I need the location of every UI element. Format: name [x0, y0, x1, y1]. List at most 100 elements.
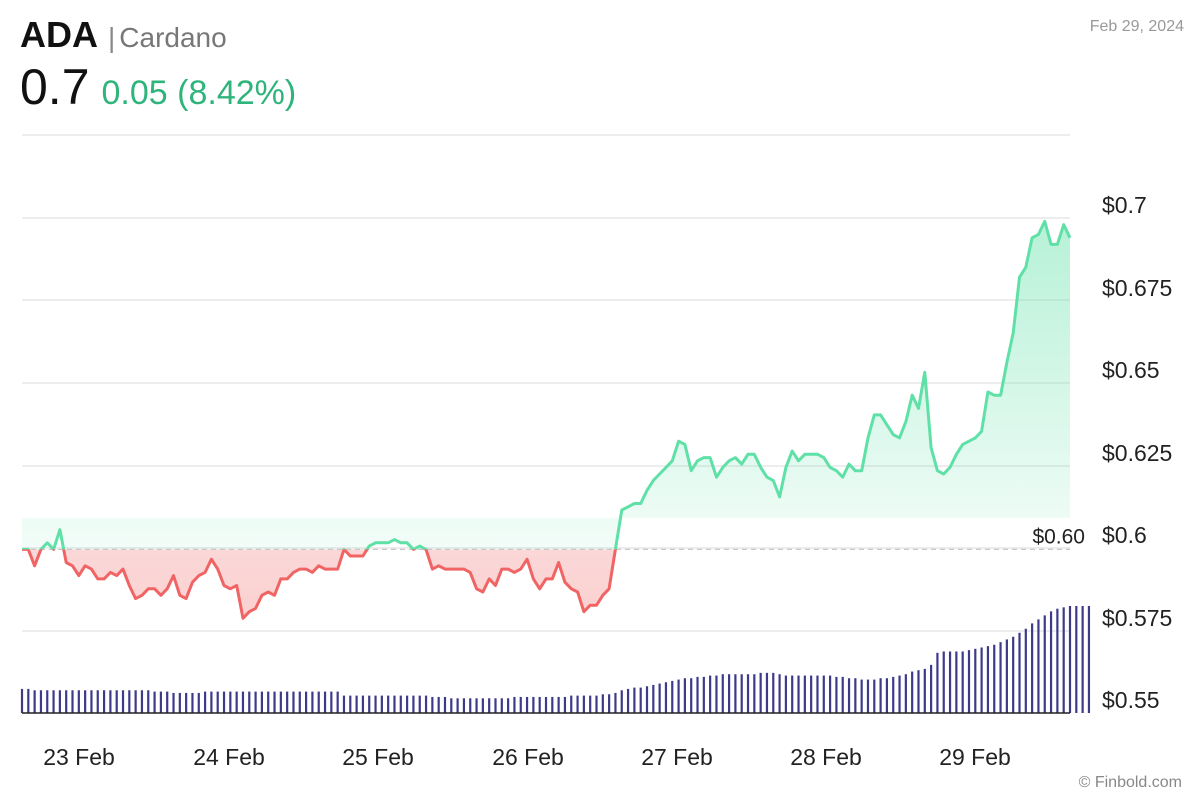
volume-bar — [387, 695, 390, 713]
volume-bar — [399, 695, 402, 713]
volume-bar — [254, 691, 257, 713]
volume-bar — [84, 690, 87, 713]
volume-bar — [702, 676, 705, 713]
volume-bar — [216, 691, 219, 713]
volume-bar — [96, 690, 99, 713]
volume-bar — [380, 695, 383, 713]
volume-bar — [601, 694, 604, 713]
price-line-down — [22, 549, 617, 620]
volume-bar — [260, 691, 264, 713]
volume-bar — [1056, 608, 1059, 713]
volume-bar — [1043, 615, 1046, 713]
x-tick-label: 28 Feb — [790, 744, 862, 770]
volume-bar — [393, 695, 396, 713]
volume-bar — [532, 696, 535, 713]
volume-bar — [791, 675, 794, 713]
volume-bar — [1087, 606, 1091, 713]
volume-bar — [551, 696, 554, 713]
volume-bar — [942, 651, 945, 713]
volume-bar — [159, 691, 162, 713]
volume-bar — [595, 695, 598, 713]
volume-bar — [727, 674, 731, 713]
volume-bar — [286, 691, 289, 713]
volume-bar — [58, 690, 61, 713]
volume-bar — [898, 675, 901, 713]
volume-bar — [639, 687, 642, 713]
volume-bar — [77, 690, 80, 713]
volume-bar — [1075, 606, 1078, 713]
chart-date: Feb 29, 2024 — [1089, 18, 1184, 35]
volume-bar — [115, 690, 118, 713]
volume-bar — [304, 691, 308, 713]
volume-bar — [828, 675, 832, 713]
volume-bar — [778, 674, 781, 713]
volume-bar — [443, 696, 447, 713]
x-tick-label: 29 Feb — [939, 744, 1011, 770]
volume-bar — [210, 691, 213, 713]
volume-bar — [412, 695, 415, 713]
volume-bar — [538, 696, 541, 713]
volume-bar — [999, 642, 1002, 713]
x-tick-label: 25 Feb — [342, 744, 414, 770]
volume-bar — [39, 690, 43, 713]
volume-bar — [172, 692, 175, 713]
volume-bar — [147, 690, 150, 713]
volume-bar — [519, 696, 522, 713]
volume-bar — [570, 695, 573, 713]
volume-bar — [784, 675, 788, 713]
volume-bar — [885, 678, 889, 713]
volume-bar — [323, 691, 327, 713]
volume-bar — [336, 691, 339, 713]
volume-bar — [961, 651, 964, 713]
volume-bar — [772, 672, 775, 713]
volume-bar — [1081, 606, 1084, 713]
volume-bar — [873, 679, 876, 713]
volume-bar — [20, 688, 24, 713]
volume-bar — [936, 652, 939, 713]
volume-bar — [822, 675, 825, 713]
volume-bar — [500, 698, 503, 713]
volume-bar — [683, 678, 686, 713]
volume-bar — [740, 674, 743, 713]
y-tick-label: $0.55 — [1102, 687, 1160, 713]
volume-bar — [608, 694, 611, 713]
y-tick-label: $0.7 — [1102, 192, 1147, 218]
volume-bar — [589, 695, 592, 713]
ticker-row: ADA | Cardano — [20, 14, 296, 56]
price-areas — [22, 221, 1070, 619]
volume-bar — [614, 692, 617, 713]
volume-bar — [879, 678, 882, 713]
volume-bar — [1068, 606, 1072, 713]
volume-bar — [917, 670, 920, 713]
volume-bar — [986, 646, 990, 713]
volume-bar — [633, 687, 636, 713]
volume-bar — [993, 644, 996, 713]
price-line — [22, 219, 1072, 620]
volume-bar — [1018, 632, 1021, 713]
volume-bar — [102, 690, 106, 713]
volume-bar — [759, 672, 762, 713]
volume-bar — [835, 676, 838, 713]
volume-bar — [197, 692, 200, 713]
volume-bar — [134, 690, 137, 713]
volume-bar — [1031, 623, 1034, 713]
price-line-up — [22, 219, 1072, 550]
x-tick-label: 27 Feb — [641, 744, 713, 770]
volume-bar — [854, 678, 857, 713]
volume-bar — [709, 675, 712, 713]
volume-bar — [904, 674, 907, 713]
title-separator: | — [108, 22, 116, 53]
volume-bars — [20, 606, 1091, 713]
watermark: © Finbold.com — [1078, 774, 1182, 791]
volume-bar — [418, 695, 421, 713]
volume-bar — [424, 695, 428, 713]
volume-bar — [153, 691, 156, 713]
volume-bar — [847, 678, 851, 713]
volume-bar — [235, 691, 238, 713]
y-tick-label: $0.6 — [1102, 522, 1147, 548]
volume-bar — [658, 683, 661, 713]
price-header: ADA | Cardano 0.7 0.05 (8.42%) — [20, 14, 296, 116]
volume-bar — [513, 696, 516, 713]
volume-bar — [342, 695, 346, 713]
